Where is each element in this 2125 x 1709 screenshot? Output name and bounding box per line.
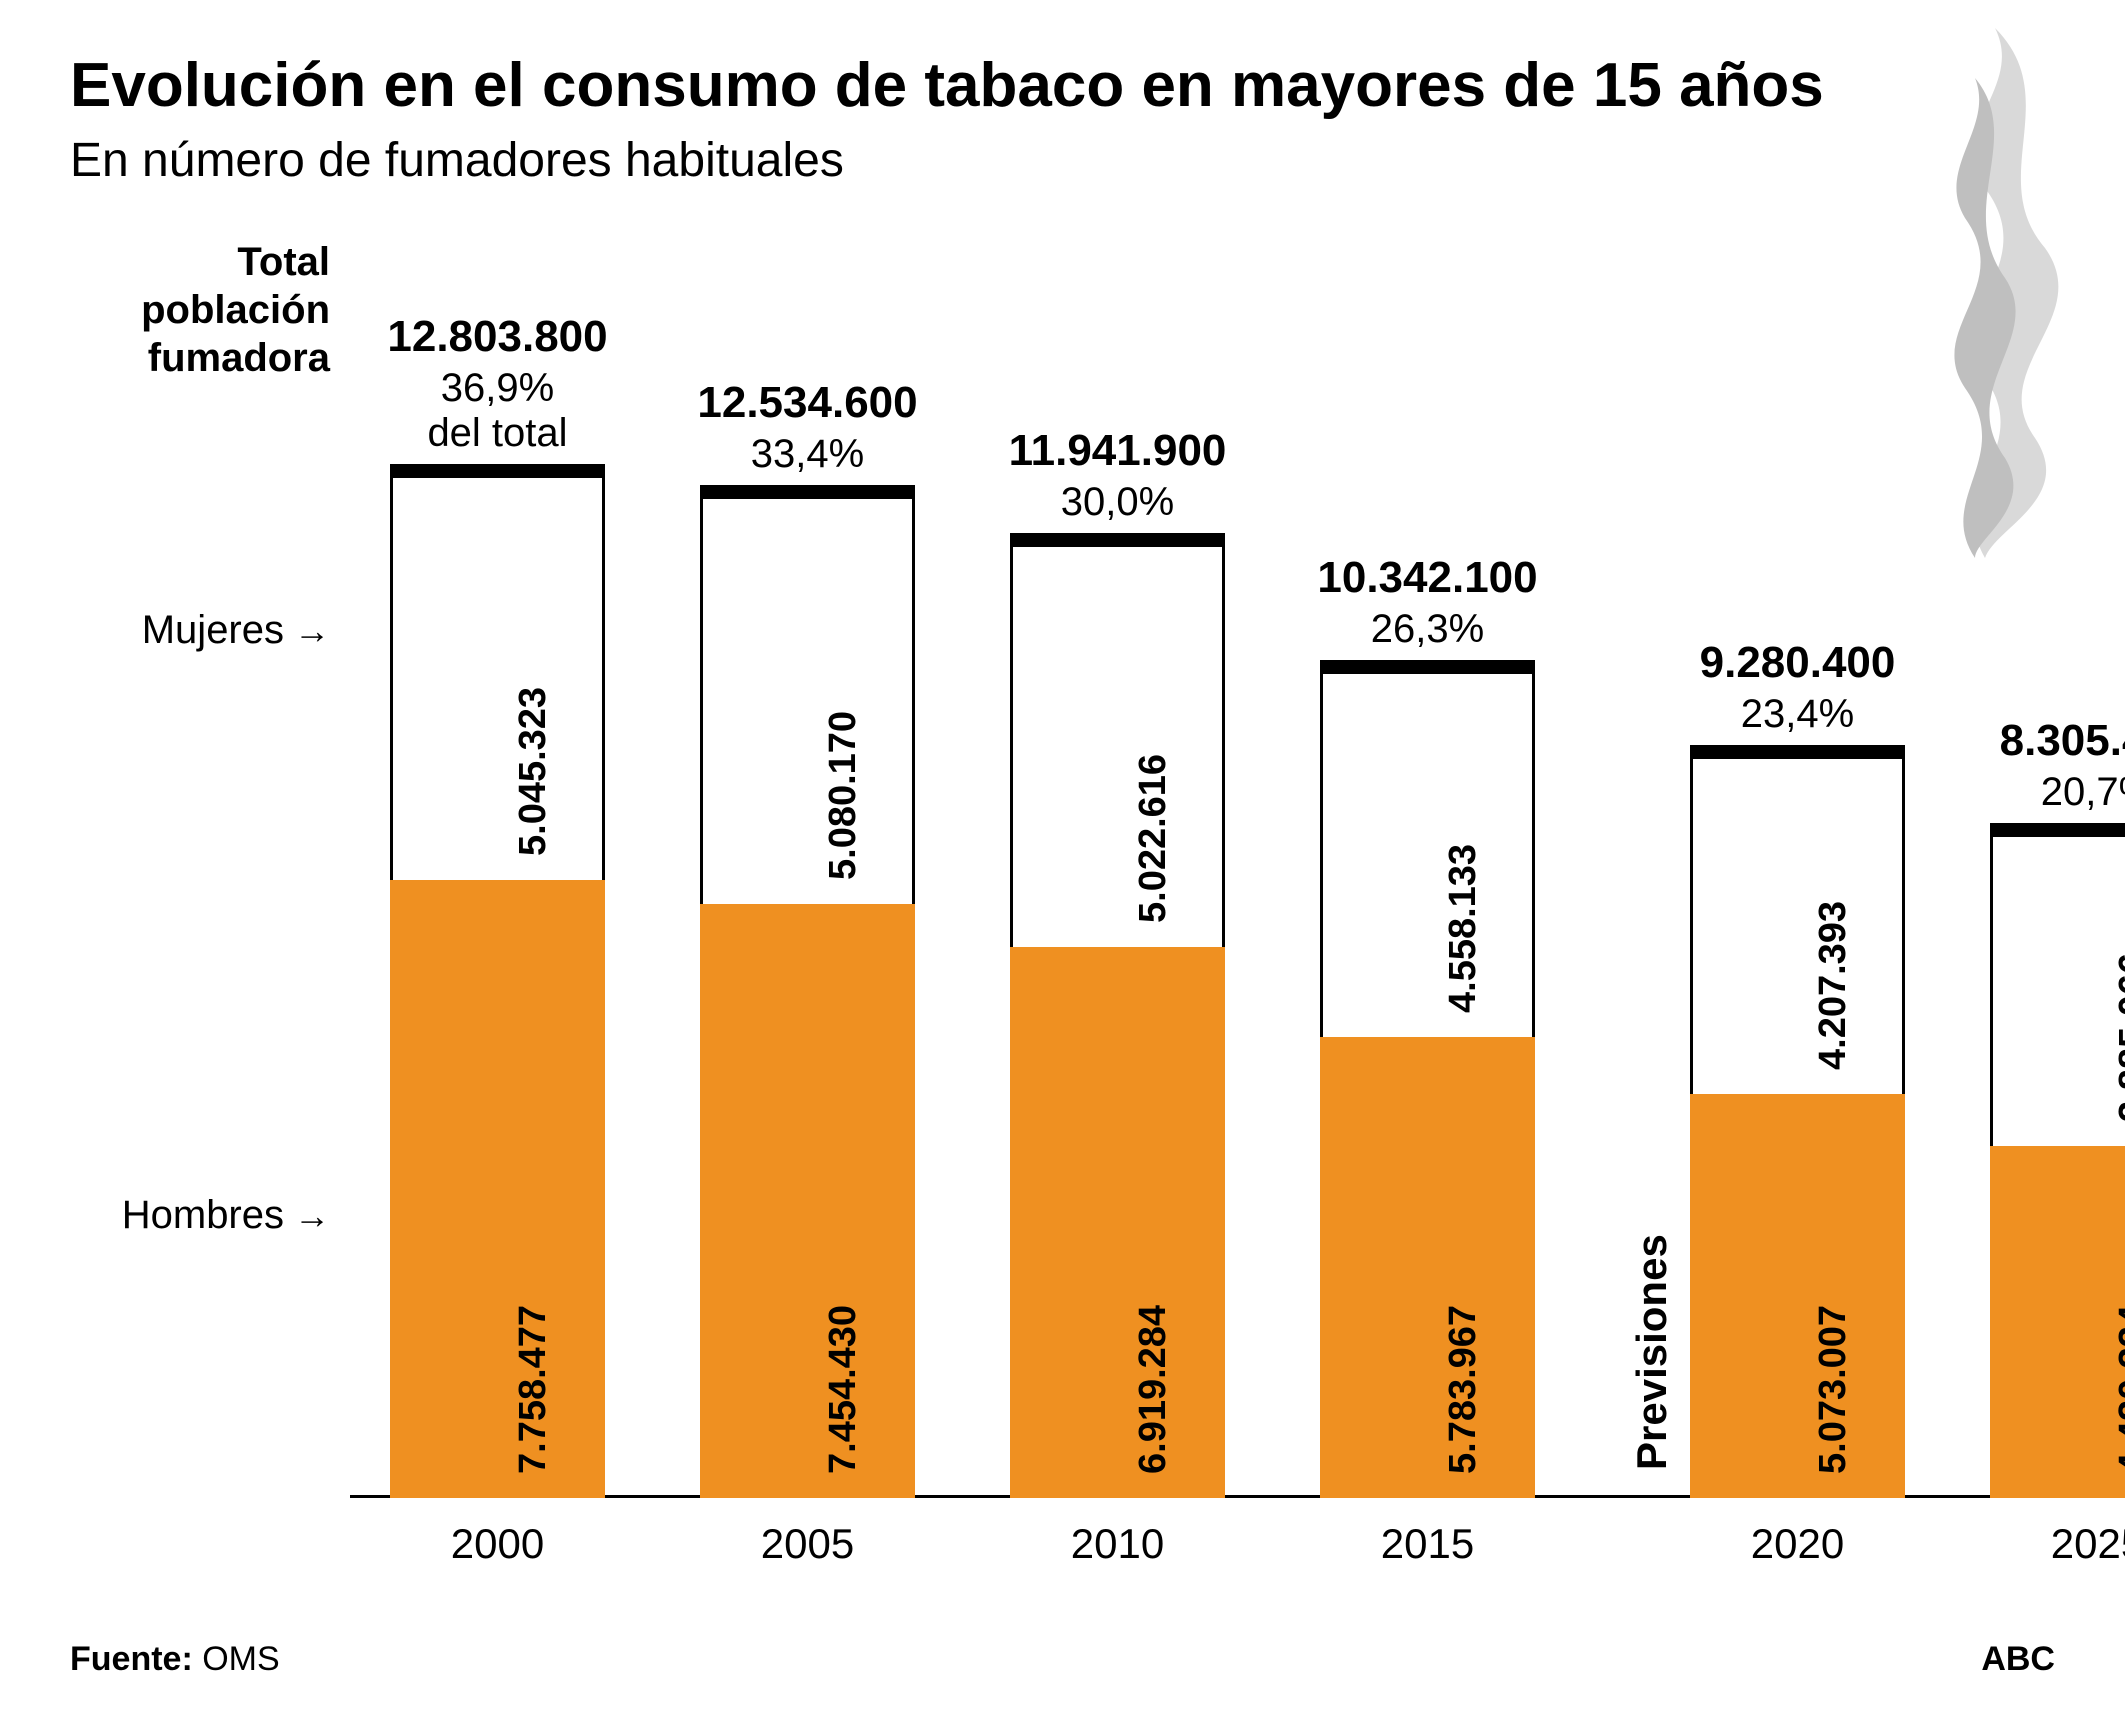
bar-segment-mujeres	[390, 478, 605, 880]
bar-topcap	[1010, 533, 1225, 547]
bar-segment-hombres	[1990, 1146, 2125, 1498]
x-axis-label: 2005	[700, 1520, 915, 1568]
bar-group: 7.454.4305.080.17012.534.60033,4%	[700, 499, 915, 1498]
bar-segment-mujeres	[1990, 837, 2125, 1146]
bar-percent-label: 23,4%	[1700, 692, 1896, 737]
side-label-mujeres: Mujeres→	[70, 608, 330, 653]
x-axis-label: 2020	[1690, 1520, 1905, 1568]
bar-value-mujeres: 4.207.393	[1812, 901, 1855, 1070]
bar-above-labels: 11.941.90030,0%	[1009, 426, 1227, 525]
bar-value-mujeres: 4.558.133	[1442, 844, 1485, 1013]
bar-percent-sublabel: del total	[387, 411, 607, 456]
chart-title: Evolución en el consumo de tabaco en may…	[70, 50, 2055, 121]
side-label-total-l3: fumadora	[70, 334, 330, 382]
side-label-hombres: Hombres→	[70, 1193, 330, 1238]
previsiones-label: Previsiones	[1628, 1234, 1676, 1470]
bar-total-label: 8.305.400	[2000, 716, 2125, 766]
bar-total-label: 12.803.800	[387, 312, 607, 362]
bar-topcap	[1690, 745, 1905, 759]
side-label-total: Total población fumadora	[70, 238, 330, 382]
bar-segment-hombres	[390, 880, 605, 1498]
x-axis-labels: 200020052010201520202025	[350, 1508, 2055, 1568]
bar-segment-hombres	[700, 904, 915, 1498]
bar-topcap	[700, 485, 915, 499]
bar-value-mujeres: 5.080.170	[822, 711, 865, 880]
bar-group: 5.073.0074.207.3939.280.40023,4%	[1690, 759, 1905, 1498]
bar-segment-hombres	[1010, 947, 1225, 1498]
bar-value-hombres: 7.454.430	[822, 1305, 865, 1474]
side-label-total-l1: Total	[70, 238, 330, 286]
bar-above-labels: 10.342.10026,3%	[1317, 553, 1537, 652]
bar-value-hombres: 5.073.007	[1812, 1305, 1855, 1474]
bar-total-label: 11.941.900	[1009, 426, 1227, 476]
arrow-icon: →	[294, 610, 330, 651]
chart-area: Total población fumadora Mujeres→ Hombre…	[70, 238, 2055, 1568]
bar-above-labels: 12.803.80036,9%del total	[387, 312, 607, 456]
bar-segment-mujeres	[1690, 759, 1905, 1094]
x-axis-label: 2010	[1010, 1520, 1225, 1568]
bar-total-label: 10.342.100	[1317, 553, 1537, 603]
bar-topcap	[1320, 660, 1535, 674]
bar-segment-mujeres	[1010, 547, 1225, 947]
source-value: OMS	[202, 1640, 279, 1678]
bar-percent-label: 30,0%	[1009, 480, 1227, 525]
bar-above-labels: 12.534.60033,4%	[697, 378, 917, 477]
side-label-hombres-text: Hombres	[122, 1193, 284, 1237]
bar-topcap	[390, 464, 605, 478]
bar-value-hombres: 4.420.334	[2112, 1305, 2125, 1474]
side-label-mujeres-text: Mujeres	[142, 608, 284, 652]
bar-segment-hombres	[1690, 1094, 1905, 1498]
bar-group: 6.919.2845.022.61611.941.90030,0%	[1010, 547, 1225, 1498]
bar-percent-label: 36,9%	[387, 366, 607, 411]
chart-subtitle: En número de fumadores habituales	[70, 133, 2055, 188]
bar-group: 5.783.9674.558.13310.342.10026,3%	[1320, 674, 1535, 1498]
bar-segment-mujeres	[700, 499, 915, 904]
bar-percent-label: 20,7%	[2000, 770, 2125, 815]
arrow-icon: →	[294, 1195, 330, 1236]
chart-plot: Previsiones 7.758.477 5.045.323 12.803.800…	[350, 238, 2055, 1498]
chart-footer: Fuente: OMS ABC	[70, 1640, 2055, 1679]
brand-label: ABC	[1981, 1640, 2055, 1679]
bar-value-mujeres: 5.022.616	[1132, 754, 1175, 923]
side-labels: Total población fumadora Mujeres→ Hombre…	[70, 238, 330, 1568]
bar-above-labels: 8.305.40020,7%	[2000, 716, 2125, 815]
bar-value-mujeres: 3.885.066	[2112, 953, 2125, 1122]
bar-value-mujeres: 5.045.323	[512, 687, 555, 856]
source-label: Fuente:	[70, 1640, 193, 1678]
bar-percent-label: 33,4%	[697, 432, 917, 477]
bar-total-label: 12.534.600	[697, 378, 917, 428]
bar-value-hombres: 5.783.967	[1442, 1305, 1485, 1474]
bar-segment-hombres	[1320, 1037, 1535, 1498]
x-axis-label: 2015	[1320, 1520, 1535, 1568]
x-axis-label: 2025	[1990, 1520, 2125, 1568]
bar-segment-mujeres	[1320, 674, 1535, 1037]
bar-above-labels: 9.280.40023,4%	[1700, 638, 1896, 737]
bar-total-label: 9.280.400	[1700, 638, 1896, 688]
bar-group: 7.758.4775.045.32312.803.80036,9%del tot…	[390, 478, 605, 1498]
x-axis-label: 2000	[390, 1520, 605, 1568]
bar-value-hombres: 6.919.284	[1132, 1305, 1175, 1474]
side-label-total-l2: población	[70, 286, 330, 334]
bar-value-hombres: 7.758.477	[512, 1305, 555, 1474]
bar-group: 4.420.3343.885.0668.305.40020,7%	[1990, 837, 2125, 1498]
bar-percent-label: 26,3%	[1317, 607, 1537, 652]
bar-topcap	[1990, 823, 2125, 837]
